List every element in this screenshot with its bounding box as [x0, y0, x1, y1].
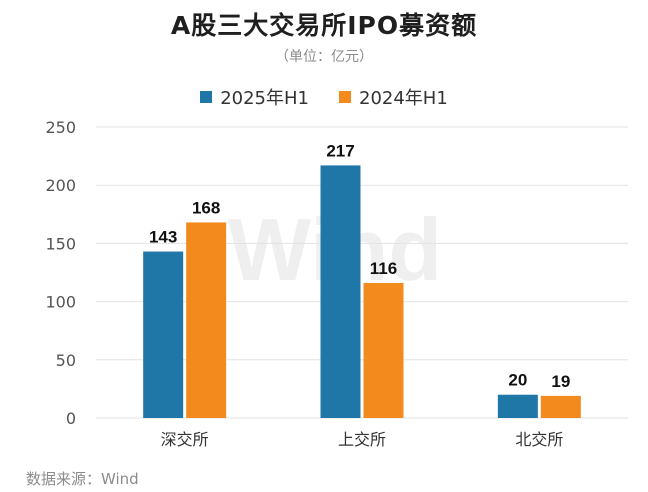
- y-tick-label-3: 150: [45, 234, 76, 253]
- legend-item-series-2: 2024年H1: [339, 84, 448, 110]
- bar-深交所-series-1: [143, 251, 184, 418]
- bar-上交所-series-2: [363, 282, 404, 418]
- legend-item-series-1: 2025年H1: [200, 84, 309, 110]
- chart-legend: 2025年H1 2024年H1: [0, 84, 648, 110]
- legend-swatch-series-1: [200, 91, 213, 103]
- y-tick-label-4: 200: [45, 176, 76, 195]
- x-tick-label-0: 深交所: [161, 430, 209, 449]
- chart-title: A股三大交易所IPO募资额: [170, 11, 478, 40]
- chart-subtitle: （单位：亿元）: [275, 49, 373, 65]
- data-label-上交所-series-1: 217: [326, 141, 354, 160]
- y-tick-label-0: 0: [66, 409, 76, 428]
- legend-swatch-series-2: [339, 91, 351, 103]
- legend-label-series-2: 2024年H1: [359, 88, 448, 109]
- bar-上交所-series-1: [320, 165, 361, 418]
- data-label-上交所-series-2: 116: [370, 259, 397, 278]
- data-label-北交所-series-1: 20: [508, 371, 527, 390]
- y-tick-label-5: 250: [45, 118, 76, 137]
- bar-北交所-series-2: [540, 395, 581, 418]
- data-source-note: 数据来源：Wind: [26, 470, 139, 488]
- x-tick-label-1: 上交所: [338, 430, 386, 449]
- data-label-深交所-series-2: 168: [192, 198, 220, 217]
- bar-北交所-series-1: [497, 394, 538, 418]
- y-tick-label-1: 50: [56, 351, 76, 370]
- data-label-北交所-series-2: 19: [551, 372, 570, 391]
- x-tick-label-2: 北交所: [515, 430, 563, 449]
- y-tick-label-2: 100: [45, 293, 76, 312]
- data-label-深交所-series-1: 143: [149, 228, 177, 247]
- legend-label-series-1: 2025年H1: [220, 88, 309, 109]
- bar-深交所-series-2: [186, 222, 227, 418]
